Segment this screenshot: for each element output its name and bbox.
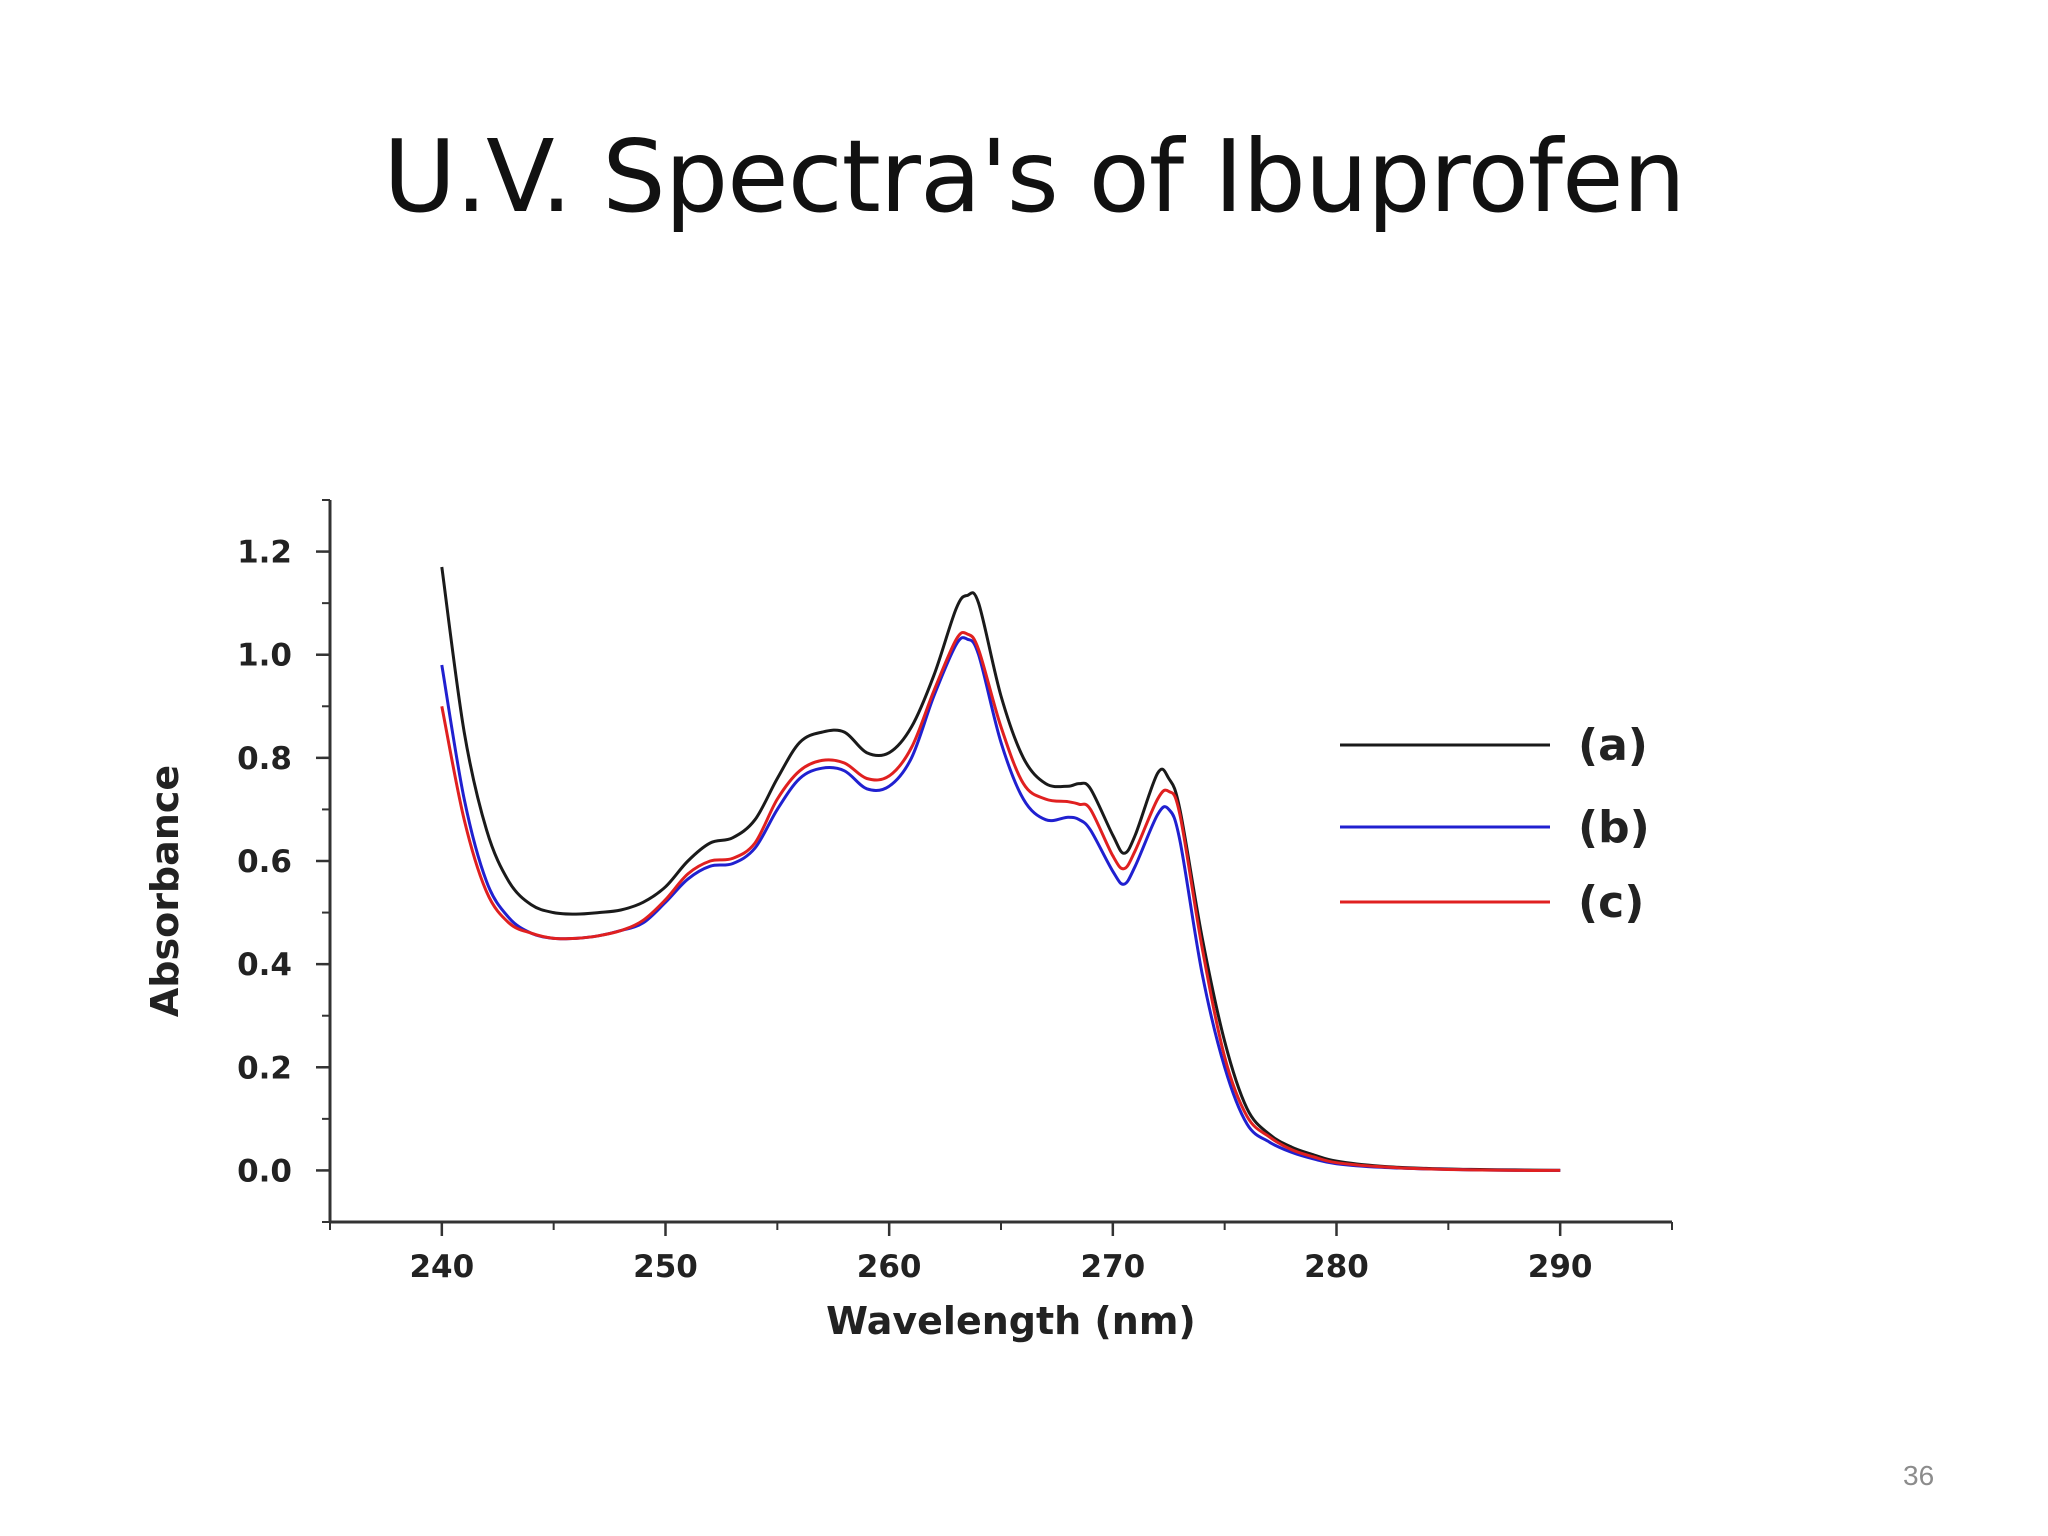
legend: (a) (b) (c) <box>1340 720 1650 928</box>
y-tick-label: 0.4 <box>237 947 292 983</box>
x-tick-label: 270 <box>1080 1249 1145 1285</box>
x-axis-title: Wavelength (nm) <box>826 1299 1196 1343</box>
series-lines <box>440 566 1561 1172</box>
slide-title: U.V. Spectra's of Ibuprofen <box>383 118 1686 235</box>
y-tick-label: 0.2 <box>237 1050 292 1086</box>
series-line-2 <box>440 636 1561 1172</box>
y-tick-label: 0.8 <box>237 741 292 777</box>
legend-label-1: (a) <box>1578 720 1648 771</box>
x-tick-label: 280 <box>1304 1249 1369 1285</box>
legend-label-2: (b) <box>1578 802 1650 853</box>
axes <box>328 500 1672 1224</box>
x-tick-label: 260 <box>857 1249 922 1285</box>
x-tick-label: 290 <box>1528 1249 1593 1285</box>
series-line-3 <box>440 630 1561 1172</box>
y-tick-label: 0.0 <box>237 1153 292 1189</box>
x-tick-label: 240 <box>409 1249 474 1285</box>
axis-labels: 0.0 0.2 0.4 0.6 0.8 1.0 1.2 240 250 260 270 280 290 W… <box>143 535 1593 1343</box>
legend-label-3: (c) <box>1578 877 1644 928</box>
y-axis-title: Absorbance <box>143 765 187 1017</box>
page-number: 36 <box>1903 1460 1935 1491</box>
x-tick-label: 250 <box>633 1249 698 1285</box>
y-tick-label: 0.6 <box>237 844 292 880</box>
tick-marks <box>316 499 1673 1236</box>
series-line-1 <box>440 566 1561 1172</box>
y-tick-label: 1.2 <box>237 535 292 571</box>
y-tick-label: 1.0 <box>237 638 292 674</box>
